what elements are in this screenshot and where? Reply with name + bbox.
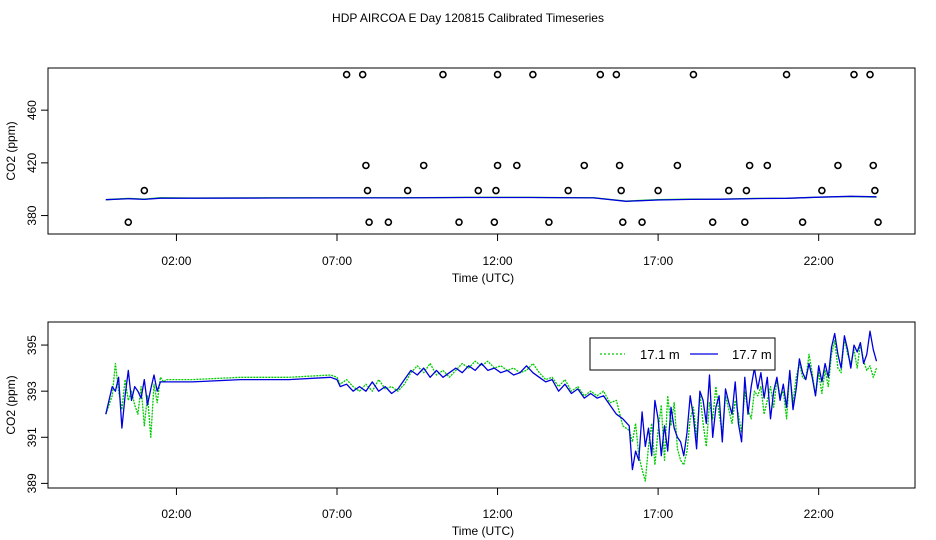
bottom-y-axis: 389 391 393 395 — [25, 335, 48, 493]
bottom-y-tick-label: 395 — [25, 335, 39, 355]
bottom-panel: 02:00 07:00 12:00 17:00 22:00 389 391 393 395 T… — [4, 321, 916, 538]
top-y-axis: 380 420 460 — [25, 100, 48, 226]
legend-label-17-7m: 17.7 m — [732, 347, 772, 362]
calibration-point — [673, 161, 682, 170]
top-y-tick-label: 460 — [25, 100, 39, 120]
calibration-point — [493, 161, 502, 170]
calibration-point — [763, 161, 772, 170]
calibration-point — [596, 70, 605, 79]
calibration-point — [724, 186, 733, 195]
top-x-tick-label: 17:00 — [643, 254, 673, 268]
bottom-y-tick-label: 389 — [25, 473, 39, 493]
calibration-point — [615, 161, 624, 170]
top-x-axis-label: Time (UTC) — [452, 271, 514, 285]
bottom-x-tick-label: 12:00 — [483, 507, 513, 521]
bottom-x-axis: 02:00 07:00 12:00 17:00 22:00 — [161, 488, 834, 521]
legend: 17.1 m 17.7 m — [589, 337, 776, 371]
bottom-x-tick-label: 07:00 — [322, 507, 352, 521]
top-calibration-points — [124, 70, 882, 226]
calibration-point — [654, 186, 662, 195]
calibration-point — [612, 70, 621, 79]
top-x-tick-label: 07:00 — [322, 254, 352, 268]
calibration-point — [384, 218, 393, 226]
calibration-point — [742, 186, 751, 195]
calibration-point — [493, 70, 502, 79]
top-y-tick-label: 420 — [25, 153, 39, 173]
calibration-point — [474, 186, 483, 195]
top-x-tick-label: 02:00 — [161, 254, 191, 268]
calibration-point — [741, 218, 749, 226]
calibration-point — [818, 186, 826, 195]
calibration-point — [363, 186, 372, 195]
top-y-axis-label: CO2 (ppm) — [4, 121, 18, 180]
calibration-point — [850, 70, 858, 79]
bottom-plot-frame — [47, 321, 916, 489]
figure-title: HDP AIRCOA E Day 120815 Calibrated Times… — [332, 11, 604, 25]
calibration-point — [545, 218, 553, 226]
top-plot-frame — [47, 67, 916, 235]
calibration-point — [580, 161, 589, 170]
calibration-point — [871, 186, 879, 195]
top-panel: 02:00 07:00 12:00 17:00 22:00 380 420 460 Time… — [4, 67, 916, 285]
bottom-series-line-blue — [105, 330, 878, 471]
calibration-point — [708, 218, 717, 226]
calibration-point — [782, 70, 791, 79]
calibration-point — [638, 218, 646, 226]
calibration-point — [124, 218, 133, 226]
bottom-x-tick-label: 22:00 — [804, 507, 834, 521]
top-series-line-blue — [105, 195, 877, 202]
top-x-axis: 02:00 07:00 12:00 17:00 22:00 — [161, 234, 834, 268]
calibration-point — [866, 70, 874, 79]
bottom-x-tick-label: 02:00 — [161, 507, 191, 521]
top-x-tick-label: 22:00 — [804, 254, 834, 268]
calibration-point — [798, 218, 807, 226]
calibration-point — [490, 218, 499, 226]
calibration-point — [365, 218, 373, 226]
calibration-point — [439, 70, 447, 79]
calibration-point — [455, 218, 463, 226]
top-x-tick-label: 12:00 — [483, 254, 513, 268]
calibration-point — [564, 186, 573, 195]
calibration-point — [689, 70, 698, 79]
bottom-y-tick-label: 393 — [25, 381, 39, 401]
bottom-series-group — [105, 330, 878, 482]
calibration-point — [342, 70, 351, 79]
calibration-point — [513, 161, 521, 170]
calibration-point — [362, 161, 370, 170]
bottom-y-axis-label: CO2 (ppm) — [4, 375, 18, 434]
calibration-point — [529, 70, 537, 79]
calibration-point — [874, 218, 882, 226]
calibration-point — [618, 218, 627, 226]
legend-label-17-1m: 17.1 m — [640, 347, 680, 362]
calibration-point — [419, 161, 428, 170]
calibration-point — [617, 186, 625, 195]
calibration-point — [403, 186, 412, 195]
bottom-x-axis-label: Time (UTC) — [452, 524, 514, 538]
top-series-group — [105, 195, 877, 202]
calibration-point — [358, 70, 367, 79]
calibration-point — [745, 161, 754, 170]
bottom-x-tick-label: 17:00 — [643, 507, 673, 521]
calibration-point — [492, 186, 500, 195]
calibration-point — [869, 161, 878, 170]
bottom-y-tick-label: 391 — [25, 427, 39, 447]
calibration-point — [834, 161, 842, 170]
top-y-tick-label: 380 — [25, 205, 39, 225]
calibration-point — [140, 186, 149, 195]
